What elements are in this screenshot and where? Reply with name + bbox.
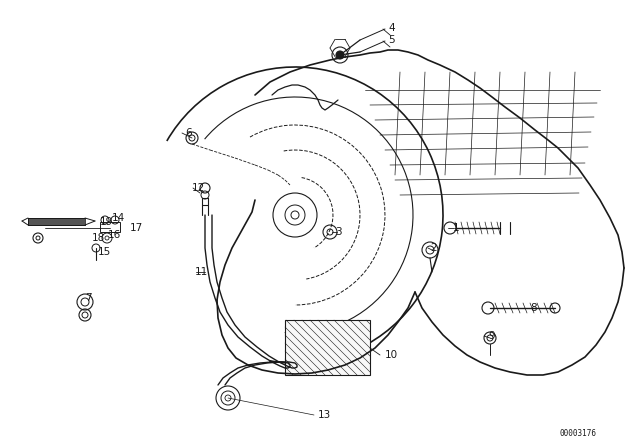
Circle shape	[336, 51, 344, 59]
Text: 12: 12	[192, 183, 205, 193]
Text: 14: 14	[112, 213, 125, 223]
Text: 15: 15	[98, 247, 111, 257]
Text: 5: 5	[388, 35, 395, 45]
Text: 19: 19	[100, 217, 113, 227]
Bar	[285, 320, 370, 375]
Text: 16: 16	[108, 230, 121, 240]
Text: 18: 18	[92, 233, 105, 243]
Text: 9: 9	[488, 331, 495, 341]
Text: 4: 4	[388, 23, 395, 33]
Text: 8: 8	[530, 303, 536, 313]
Text: 00003176: 00003176	[560, 428, 597, 438]
Text: 13: 13	[318, 410, 332, 420]
Text: 3: 3	[335, 227, 342, 237]
Bar	[100, 222, 120, 232]
Text: 17: 17	[130, 223, 143, 233]
Text: 1: 1	[453, 223, 460, 233]
Text: 10: 10	[385, 350, 398, 360]
Text: 7: 7	[85, 293, 92, 303]
Bar	[28, 218, 85, 225]
Text: 2: 2	[430, 243, 436, 253]
Text: 11: 11	[195, 267, 208, 277]
Text: 6: 6	[185, 128, 191, 138]
